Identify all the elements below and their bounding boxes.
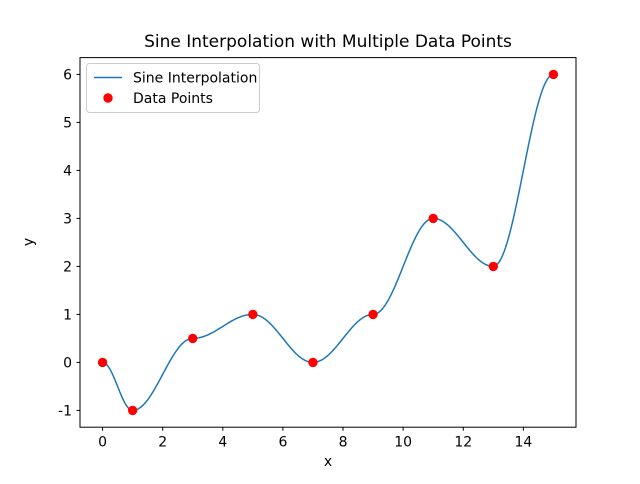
data-point	[308, 357, 318, 368]
y-tick-label: 5	[63, 115, 72, 131]
x-tick-label: 0	[98, 435, 107, 451]
y-axis-label: y	[21, 238, 37, 246]
data-point	[188, 333, 198, 344]
chart-title: Sine Interpolation with Multiple Data Po…	[144, 32, 512, 52]
y-tick-label: 1	[63, 307, 72, 323]
x-tick-label: 2	[158, 435, 167, 451]
y-tick-label: 0	[63, 355, 72, 371]
x-tick-label: 10	[394, 435, 412, 451]
data-point	[428, 213, 438, 224]
data-point	[548, 69, 559, 80]
data-points	[97, 69, 559, 416]
legend-label-points: Data Points	[133, 91, 213, 107]
data-point	[248, 309, 258, 320]
data-point	[368, 309, 378, 320]
y-tick-label: -1	[58, 403, 72, 419]
x-tick-label: 14	[514, 435, 532, 451]
data-point	[97, 357, 108, 368]
data-point	[488, 261, 499, 272]
y-tick-label: 2	[63, 259, 72, 275]
y-tick-label: 3	[63, 211, 72, 227]
y-axis-ticks: -1 0 1 2 3 4 5 6	[58, 67, 80, 419]
x-tick-label: 8	[339, 435, 348, 451]
legend-label-line: Sine Interpolation	[133, 71, 257, 87]
data-point	[127, 405, 138, 416]
legend-marker-sample	[103, 93, 113, 103]
legend-box	[86, 63, 260, 113]
x-axis-label: x	[324, 454, 332, 470]
x-tick-label: 4	[218, 435, 227, 451]
x-tick-label: 6	[278, 435, 287, 451]
x-axis-ticks: 0 2 4 6 8 10 12 14	[98, 427, 532, 451]
x-tick-label: 12	[454, 435, 472, 451]
legend: Sine Interpolation Data Points	[86, 63, 260, 113]
y-tick-label: 6	[63, 67, 72, 83]
y-tick-label: 4	[63, 163, 72, 179]
plot-frame	[79, 57, 577, 428]
